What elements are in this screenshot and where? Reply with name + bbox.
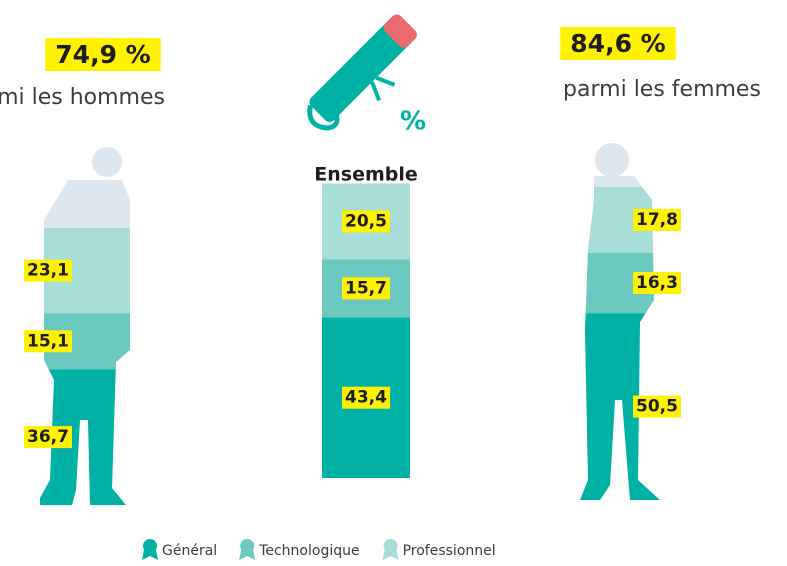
legend-icon [382,550,399,560]
highlight [560,27,676,60]
highlight [633,271,681,294]
category-label: parmi les femmes [563,77,761,102]
legend-label: Professionnel [403,543,496,559]
value-label: 23,1 [27,261,69,281]
legend-icon [239,550,256,560]
legend-label: Technologique [258,543,359,559]
legend-label: Général [162,543,217,559]
value-label: 15,7 [345,278,387,298]
category-label: Ensemble [314,164,418,186]
legend-icon [143,539,157,553]
value-label: 36,7 [27,427,69,447]
highlight [342,210,390,233]
highlight [24,330,72,353]
highlight [633,395,681,418]
highlight [342,277,390,300]
value-label: 17,8 [636,210,678,230]
diploma-icon: % [307,14,426,137]
legend-icon [142,550,158,560]
total-label: 74,9 % [55,40,150,69]
legend-icon [383,539,398,553]
highlight [342,386,391,409]
value-label: 16,3 [636,273,678,293]
value-label: 50,5 [636,397,678,417]
icon-label: % [400,107,426,137]
highlight [24,259,72,282]
legend-icon [240,539,255,553]
value-label: 20,5 [345,211,387,231]
category-label: parmi les hommes [0,85,165,110]
highlight [633,208,681,231]
highlight [45,38,161,71]
value-label: 43,4 [345,388,387,408]
highlight [24,426,72,449]
value-label: 15,1 [27,331,69,351]
total-label: 84,6 % [570,29,665,58]
